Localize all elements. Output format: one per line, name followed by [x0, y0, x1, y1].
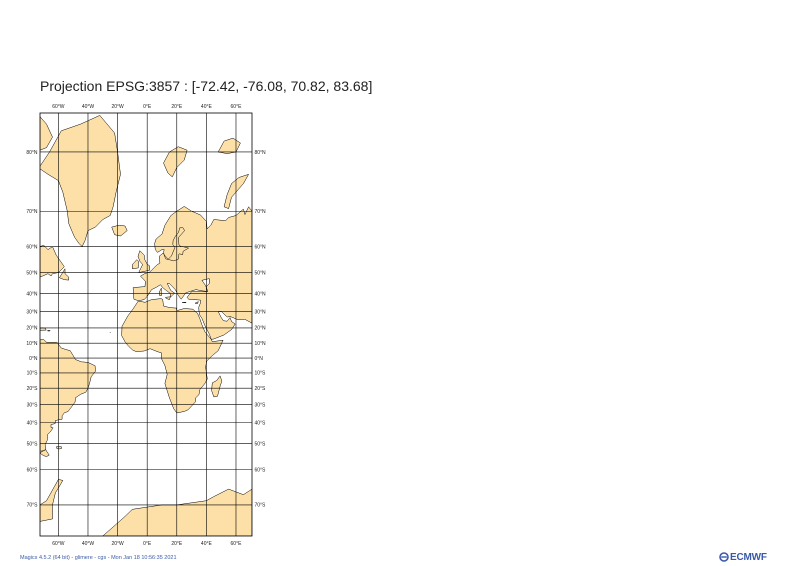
parallel-label-right: 50°N	[255, 270, 267, 276]
meridian-label-top: 60°W	[52, 104, 65, 110]
parallel-label-right: 80°N	[255, 150, 267, 156]
parallel-label-left: 40°S	[27, 420, 39, 426]
land-novaya-zemlya	[223, 174, 249, 209]
land-iceland	[111, 224, 128, 237]
parallel-label-right: 40°S	[255, 420, 267, 426]
parallel-label-left: 30°S	[27, 402, 39, 408]
tick-labels: 60°W 60°W 40°W 40°W 20°W 20°W 0°E 0°E 20°E 20°E 40…	[26, 104, 266, 547]
ecmwf-logo-icon	[719, 552, 729, 562]
land-great-britain	[137, 250, 150, 273]
land-crete	[181, 302, 187, 304]
land-antarctic-peninsula	[40, 479, 64, 522]
parallel-label-left: 20°N	[26, 326, 38, 332]
map-title: Projection EPSG:3857 : [-72.42, -76.08, …	[40, 78, 373, 94]
parallel-label-left: 30°N	[26, 309, 38, 315]
meridian-label-bottom: 60°W	[52, 541, 65, 547]
land-madagascar	[211, 375, 223, 398]
meridian-label-top: 40°W	[82, 104, 95, 110]
parallel-label-right: 60°N	[255, 244, 267, 250]
parallel-label-left: 0°N	[29, 356, 38, 362]
land-canada-arctic	[40, 116, 53, 151]
parallel-label-left: 10°S	[27, 371, 39, 377]
meridian-label-top: 60°E	[231, 104, 243, 110]
map-frame	[39, 112, 253, 537]
land-ireland	[132, 259, 139, 270]
land-cuba-hispaniola	[40, 327, 47, 331]
parallel-label-left: 70°N	[26, 209, 38, 215]
meridian-label-bottom: 40°W	[82, 541, 95, 547]
parallel-label-left: 70°S	[27, 503, 39, 509]
footer-credit: Magics 4.5.2 (64 bit) - glimere - cgs - …	[20, 555, 177, 561]
land-south-america	[40, 339, 96, 452]
meridian-label-top: 0°E	[143, 104, 152, 110]
land-svalbard	[163, 146, 188, 178]
ecmwf-logo: ECMWF	[719, 551, 767, 563]
land-sicily	[165, 296, 171, 300]
parallel-label-right: 70°N	[255, 209, 267, 215]
ecmwf-logo-text: ECMWF	[730, 551, 767, 563]
land-falklands	[56, 446, 63, 450]
meridian-label-bottom: 20°E	[171, 541, 183, 547]
parallel-label-right: 40°N	[255, 291, 267, 297]
parallel-label-right: 50°S	[255, 441, 267, 447]
parallel-label-right: 70°S	[255, 503, 267, 509]
parallel-label-left: 20°S	[27, 386, 39, 392]
land-tierra-del-fuego	[40, 449, 50, 457]
meridian-label-bottom: 20°W	[111, 541, 124, 547]
land-puerto-rico	[47, 330, 51, 332]
parallel-label-left: 40°N	[26, 291, 38, 297]
parallel-label-left: 60°S	[27, 467, 39, 473]
parallel-label-left: 50°S	[27, 441, 39, 447]
meridian-label-top: 20°W	[111, 104, 124, 110]
meridian-label-bottom: 0°E	[143, 541, 152, 547]
parallel-label-right: 10°N	[255, 341, 267, 347]
parallel-label-right: 30°S	[255, 402, 267, 408]
meridian-label-top: 40°E	[201, 104, 213, 110]
land-cyprus	[194, 301, 199, 304]
graticule	[40, 113, 252, 536]
parallel-label-left: 80°N	[26, 150, 38, 156]
parallel-label-right: 30°N	[255, 309, 267, 315]
parallel-label-left: 50°N	[26, 270, 38, 276]
land-franz-josef-land	[217, 137, 241, 154]
parallel-label-right: 0°N	[255, 356, 264, 362]
parallel-label-left: 10°N	[26, 341, 38, 347]
parallel-label-right: 20°N	[255, 326, 267, 332]
meridian-label-top: 20°E	[171, 104, 183, 110]
parallel-label-left: 60°N	[26, 244, 38, 250]
parallel-label-right: 60°S	[255, 467, 267, 473]
land-newfoundland	[59, 268, 69, 281]
land-greenland	[40, 115, 121, 247]
parallel-label-right: 10°S	[255, 371, 267, 377]
meridian-label-bottom: 60°E	[231, 541, 243, 547]
meridian-label-bottom: 40°E	[201, 541, 213, 547]
parallel-label-right: 20°S	[255, 386, 267, 392]
